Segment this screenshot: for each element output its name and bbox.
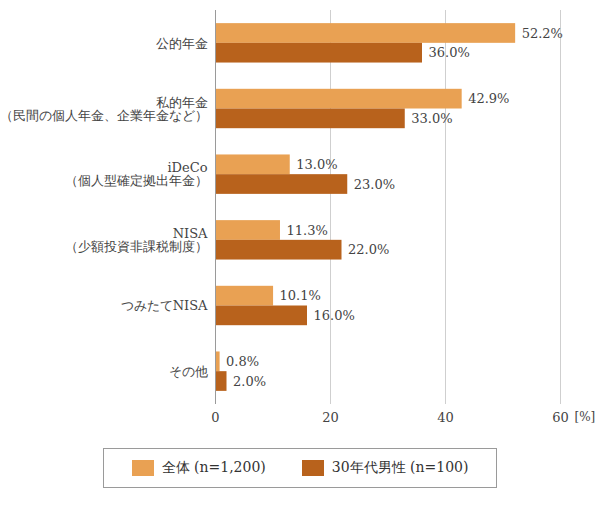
svg-text:公的年金: 公的年金: [156, 35, 208, 50]
svg-text:その他: その他: [169, 364, 208, 379]
svg-text:16.0%: 16.0%: [314, 308, 355, 323]
svg-text:33.0%: 33.0%: [411, 111, 452, 126]
svg-text:2.0%: 2.0%: [233, 374, 266, 389]
svg-text:私的年金（民間の個人年金、企業年金など）: 私的年金（民間の個人年金、企業年金など）: [0, 95, 208, 123]
svg-text:60: 60: [552, 410, 569, 425]
html-text:全体 (n=1,200): 全体 (n=1,200): [161, 459, 266, 475]
html-text:30年代男性 (n=100): 30年代男性 (n=100): [331, 459, 469, 475]
svg-text:23.0%: 23.0%: [354, 177, 395, 192]
svg-text:0: 0: [211, 410, 219, 425]
svg-text:0.8%: 0.8%: [226, 354, 259, 369]
svg-text:52.2%: 52.2%: [522, 26, 563, 41]
svg-text:iDeCo（個人型確定拠出年金）: iDeCo（個人型確定拠出年金）: [65, 160, 208, 188]
svg-text:36.0%: 36.0%: [429, 45, 470, 60]
svg-text:11.3%: 11.3%: [286, 223, 327, 238]
svg-text:40: 40: [437, 410, 454, 425]
svg-text:NISA（少額投資非課税制度）: NISA（少額投資非課税制度）: [65, 226, 209, 254]
svg-text:22.0%: 22.0%: [348, 242, 389, 257]
svg-text:10.1%: 10.1%: [280, 288, 321, 303]
svg-text:つみたてNISA: つみたてNISA: [121, 298, 208, 313]
svg-text:[%]: [%]: [575, 410, 596, 424]
svg-text:42.9%: 42.9%: [468, 91, 509, 106]
svg-text:20: 20: [322, 410, 339, 425]
svg-text:13.0%: 13.0%: [296, 157, 337, 172]
